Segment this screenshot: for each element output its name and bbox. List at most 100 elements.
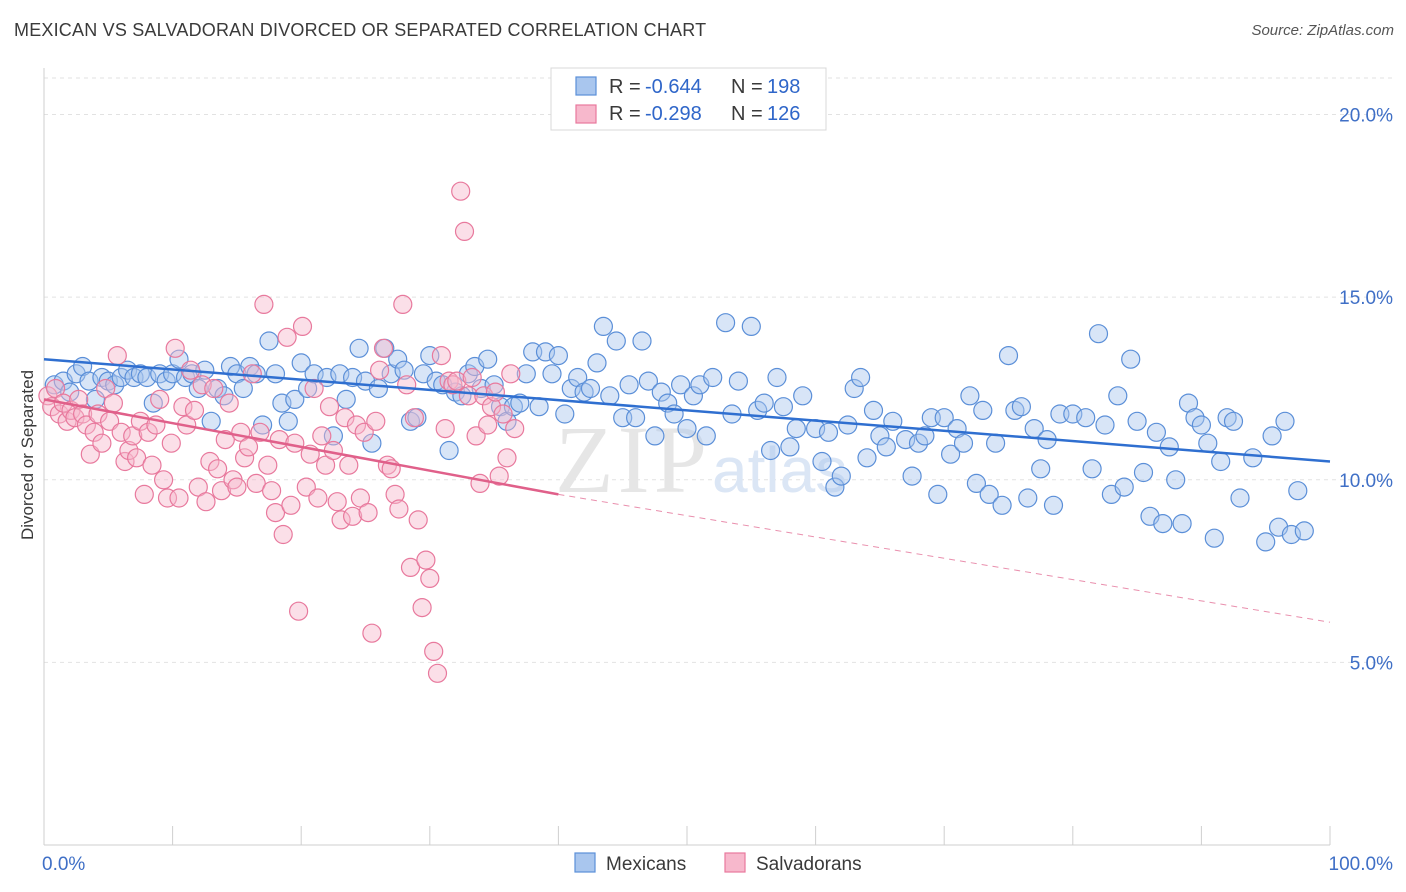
salvadorans-point-34 [169, 488, 189, 508]
salvadorans-point-86 [370, 360, 390, 380]
mexicans-point-176 [1223, 411, 1244, 431]
salvadorans-point-21 [119, 440, 139, 461]
salvadorans-point-25 [134, 484, 154, 504]
stats-legend: R = -0.644 N = 198 R = -0.298 N = 126 [550, 67, 827, 131]
salvadorans-point-77 [335, 408, 355, 428]
salvadorans-point-83 [358, 502, 378, 523]
salvadorans-point-40 [192, 375, 212, 395]
y-tick-label-0: 5.0% [1350, 653, 1393, 674]
mexicans-point-100 [696, 426, 716, 446]
mexicans-point-179 [1256, 532, 1276, 552]
mexicans-trend-line [43, 357, 1331, 463]
salvadorans-point-109 [458, 386, 478, 406]
axes [43, 68, 1331, 846]
mexicans-point-137 [960, 386, 980, 406]
mexicans-point-27 [220, 356, 241, 377]
salvadorans-point-85 [366, 411, 386, 431]
salvadorans-point-73 [319, 397, 340, 417]
bottom-legend-swatch-mexicans [574, 852, 596, 873]
salvadorans-point-110 [462, 367, 482, 388]
mexicans-point-109 [767, 367, 787, 388]
legend-r-label-1: R = [609, 76, 641, 98]
mexicans-point-139 [973, 400, 993, 420]
salvadorans-point-99 [420, 568, 440, 589]
y-tick-label-1: 10.0% [1339, 471, 1393, 492]
mexicans-point-164 [1146, 422, 1167, 442]
mexicans-point-15 [143, 393, 163, 413]
mexicans-point-130 [915, 426, 935, 446]
mexicans-point-119 [838, 415, 858, 435]
mexicans-point-161 [1127, 411, 1147, 431]
salvadorans-point-29 [150, 389, 170, 409]
y-tick-labels: 5.0% 10.0% 15.0% 20.0% [1339, 106, 1393, 675]
salvadorans-point-62 [277, 327, 297, 347]
mexicans-point-38 [291, 353, 311, 373]
mexicans-point-17 [156, 371, 176, 391]
mexicans-point-118 [831, 466, 851, 486]
mexicans-point-78 [555, 404, 575, 424]
mexicans-point-66 [478, 349, 498, 369]
salvadorans-points [38, 181, 525, 683]
mexicans-point-104 [728, 371, 749, 391]
mexicans-point-166 [1159, 437, 1179, 457]
mexicans-point-108 [760, 440, 781, 461]
salvadorans-point-120 [501, 364, 521, 384]
bottom-legend-swatch-salvadorans [724, 852, 746, 873]
salvadorans-point-38 [184, 400, 205, 420]
salvadorans-point-17 [103, 393, 124, 413]
mexicans-point-110 [773, 397, 794, 417]
mexicans-point-46 [349, 338, 369, 358]
salvadorans-point-80 [346, 415, 367, 435]
mexicans-point-172 [1198, 433, 1218, 453]
mexicans-point-177 [1230, 488, 1250, 508]
mexicans-point-86 [606, 331, 626, 351]
bottom-legend-mexicans: Mexicans [606, 854, 686, 875]
mexicans-point-148 [1031, 459, 1051, 479]
mexicans-point-33 [259, 331, 279, 351]
mexicans-point-138 [966, 473, 987, 493]
mexicans-point-178 [1243, 448, 1263, 468]
mexicans-point-57 [420, 346, 440, 366]
mexicans-point-53 [394, 360, 414, 380]
salvadorans-point-84 [362, 623, 382, 643]
mexicans-point-36 [278, 411, 298, 431]
mexicans-point-89 [625, 408, 646, 428]
mexicans-point-171 [1191, 415, 1212, 435]
mexicans-point-141 [985, 433, 1006, 453]
salvadorans-point-87 [373, 338, 394, 358]
mexicans-point-170 [1185, 408, 1205, 428]
mexicans-points [44, 313, 1314, 552]
salvadorans-point-32 [161, 433, 181, 453]
mexicans-point-82 [580, 378, 601, 399]
salvadorans-point-56 [254, 294, 274, 314]
mexicans-point-72 [516, 364, 536, 384]
salvadorans-point-96 [408, 510, 428, 530]
salvadorans-point-27 [142, 455, 162, 475]
salvadorans-point-95 [404, 408, 424, 428]
mexicans-point-153 [1076, 408, 1096, 428]
mexicans-point-155 [1088, 324, 1109, 344]
mexicans-point-175 [1217, 408, 1237, 428]
mexicans-point-122 [857, 448, 877, 468]
bottom-legend: Mexicans Salvadorans [574, 852, 862, 875]
mexicans-point-77 [548, 346, 569, 366]
y-tick-label-2: 15.0% [1339, 288, 1393, 309]
salvadorans-point-100 [424, 641, 444, 662]
legend-n-value-2: 126 [767, 103, 800, 125]
salvadorans-point-41 [196, 492, 216, 512]
salvadorans-point-12 [84, 422, 104, 442]
salvadorans-point-119 [497, 448, 517, 468]
mexicans-point-182 [1275, 411, 1295, 431]
y-axis-title: Divorced or Separated [18, 370, 37, 540]
y-tick-label-3: 20.0% [1339, 106, 1393, 127]
salvadorans-point-91 [389, 499, 409, 519]
mexicans-point-42 [323, 426, 343, 446]
mexicans-point-102 [715, 313, 736, 333]
mexicans-point-49 [368, 378, 388, 399]
salvadorans-point-59 [265, 502, 286, 523]
mexicans-point-125 [876, 437, 896, 457]
x-tick-label-1: 100.0% [1329, 854, 1394, 875]
mexicans-point-168 [1172, 513, 1192, 534]
salvadorans-point-20 [115, 451, 135, 472]
mexicans-point-96 [670, 375, 691, 395]
